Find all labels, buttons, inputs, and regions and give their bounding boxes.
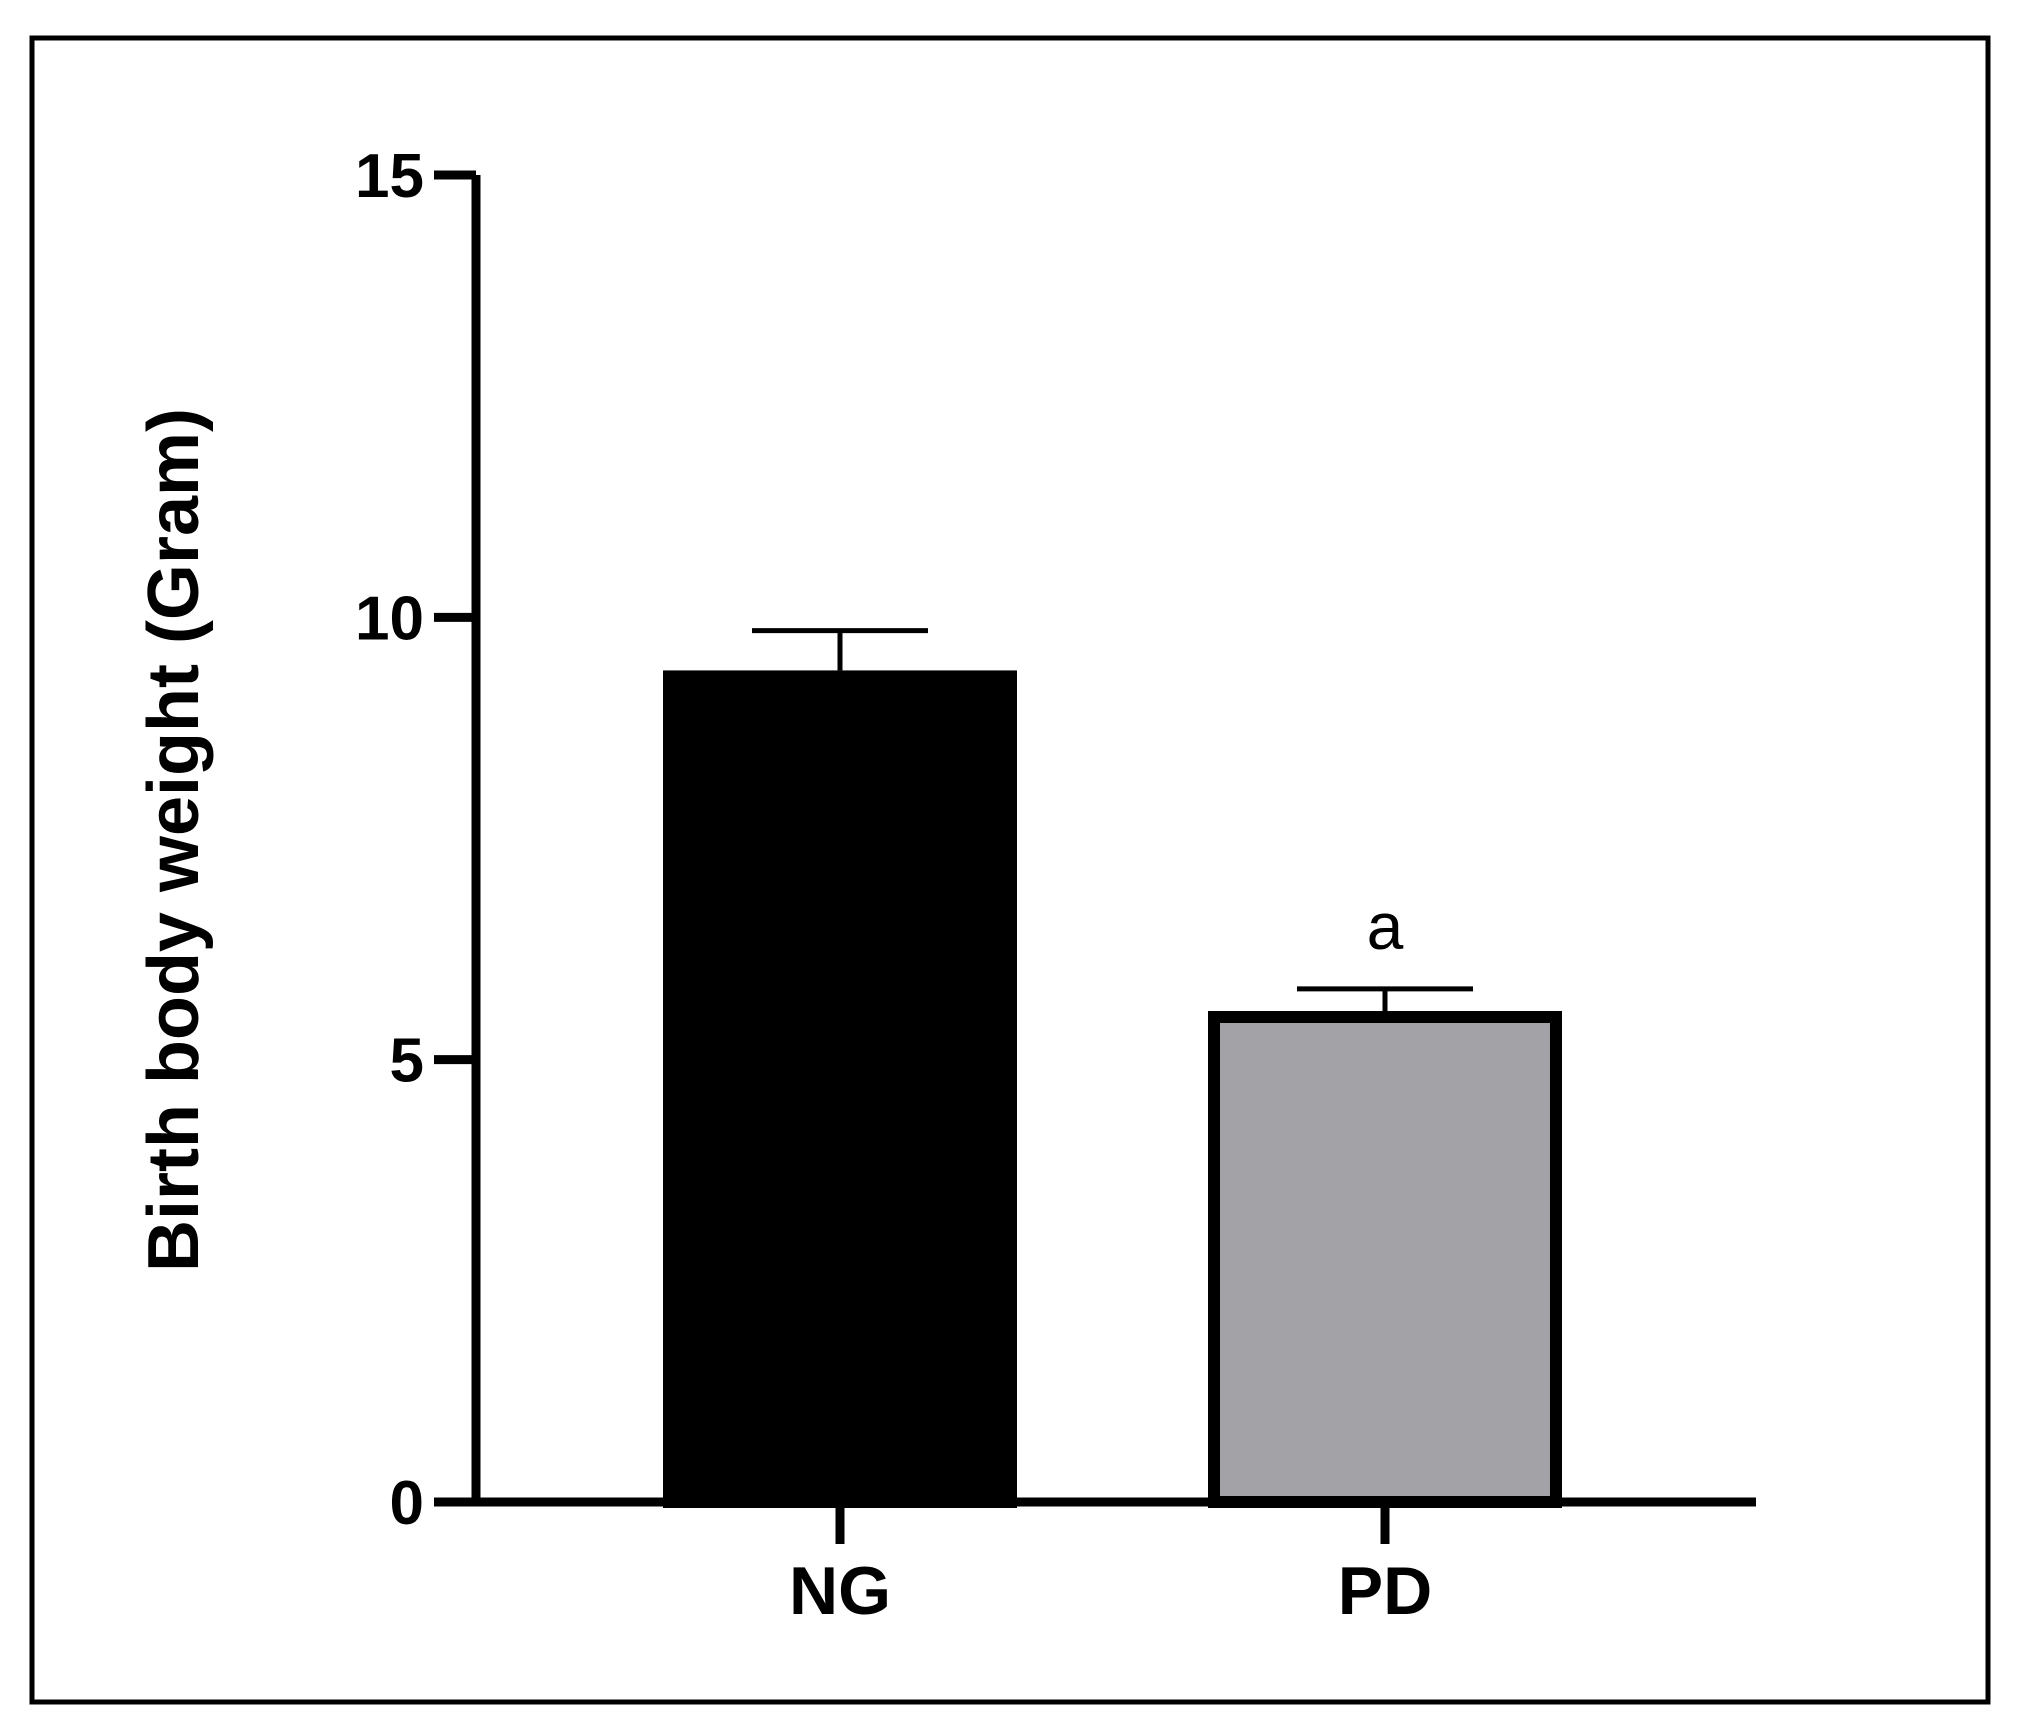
y-axis-title: Birth body weight (Gram): [134, 408, 214, 1272]
y-tick-label-0: 0: [390, 1469, 424, 1538]
x-axis-ticks: NG PD: [789, 1502, 1432, 1629]
y-tick-label-10: 10: [355, 584, 424, 653]
y-tick-label-15: 15: [355, 142, 424, 211]
significance-annotation-pd: a: [1367, 889, 1404, 963]
plot-area: a: [663, 628, 1562, 1508]
x-tick-label-pd: PD: [1338, 1553, 1432, 1629]
y-tick-label-5: 5: [390, 1027, 424, 1096]
x-tick-label-ng: NG: [789, 1553, 891, 1629]
bar-ng: [663, 670, 1017, 1508]
bar-pd: [1208, 1011, 1562, 1508]
y-axis-ticks: 0 5 10 15: [355, 142, 476, 1538]
